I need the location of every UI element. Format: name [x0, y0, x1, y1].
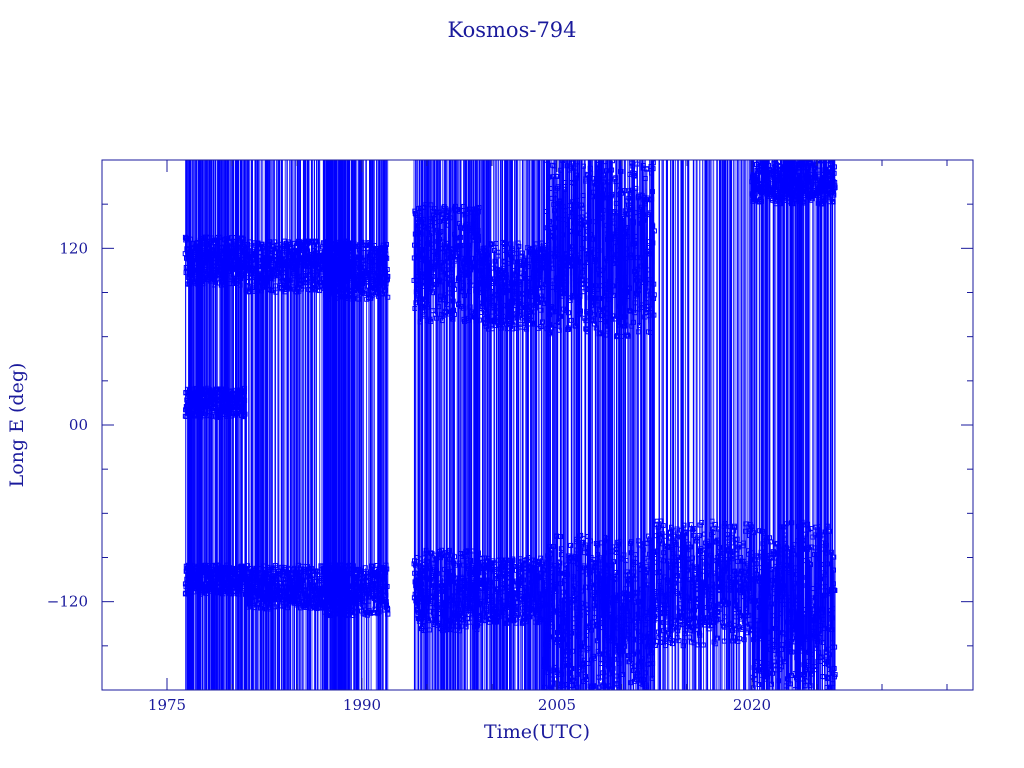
chart-title: Kosmos-794 [447, 18, 576, 42]
data-layer [182, 160, 838, 690]
